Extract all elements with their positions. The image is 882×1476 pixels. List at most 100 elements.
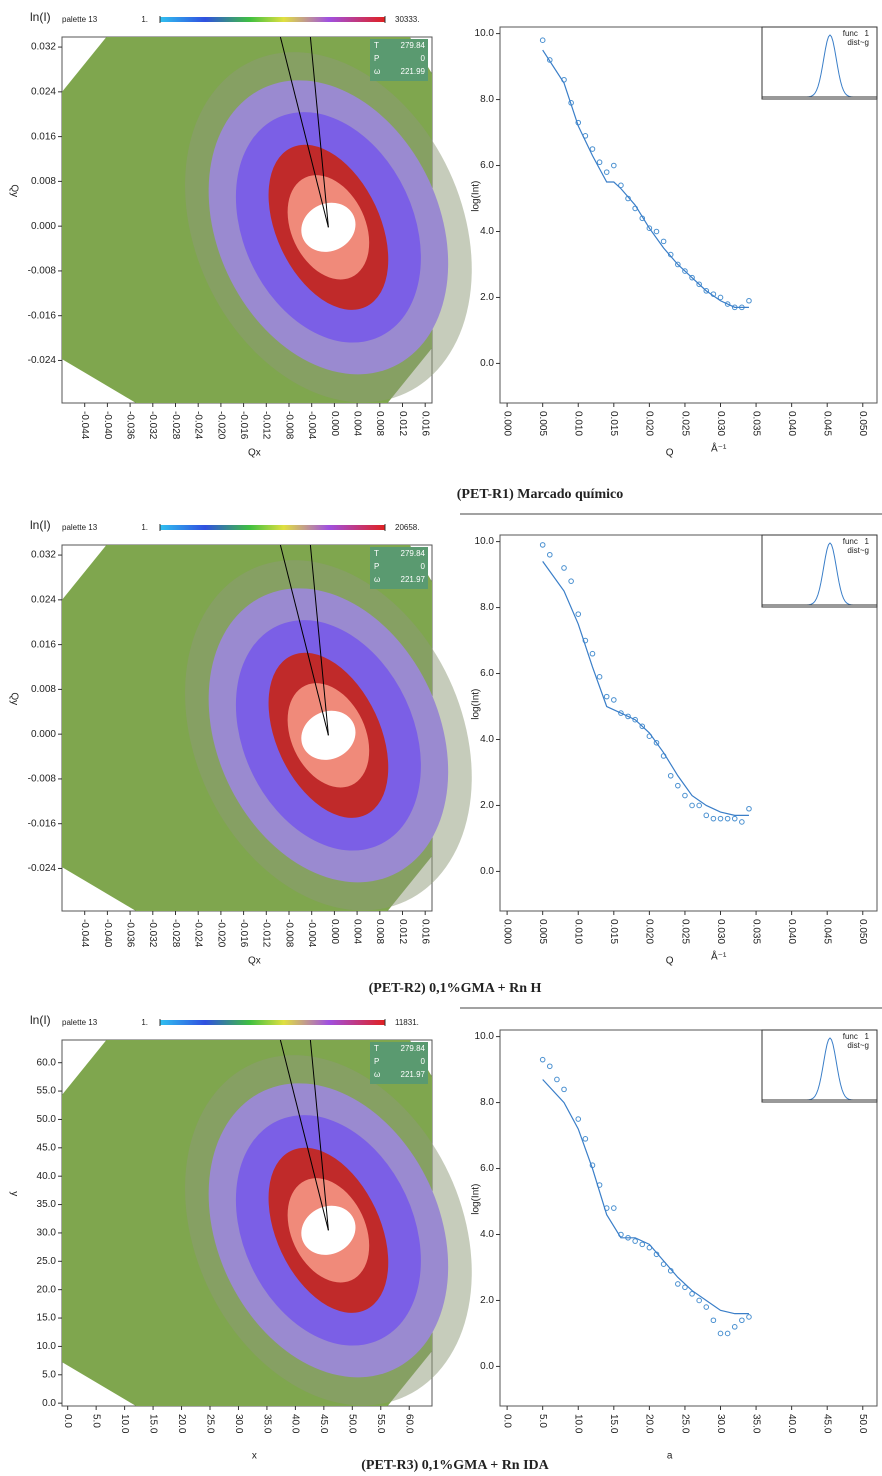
data-point [582,1136,589,1142]
y-tick-label: 10.0 [37,1341,57,1352]
data-point [717,1330,724,1337]
data-point [696,802,702,809]
y-tick-label: 4.0 [480,226,494,237]
y-tick-label: 6.0 [480,160,494,171]
x-tick-label: 0.045 [822,411,833,436]
data-point [546,57,553,63]
data-point [611,697,617,703]
x-tick-label: 0.016 [420,919,431,944]
x-tick-label: 0.000 [329,919,340,944]
x-tick-label: 0.008 [374,919,385,944]
fit-line [542,1079,749,1315]
info-value: 279.84 [401,41,426,50]
x-axis-label: Q [666,956,674,967]
info-label: T [374,41,379,50]
data-point [611,162,617,169]
x-tick-label: 0.000 [501,411,512,436]
y-tick-label: 45.0 [37,1142,57,1153]
intensity-profile: 0.0 5.0 10.0 15.0 20.0 25.0 30.0 35.0 40.0 45.0 50… [471,1029,878,1462]
x-tick-label: 35.0 [750,1414,761,1434]
y-tick-label: 0.0 [480,1361,494,1372]
data-point [739,1317,745,1324]
y-tick-label: 8.0 [480,602,494,613]
x-tick-label: -0.044 [79,919,90,948]
data-point [731,1324,738,1330]
info-value: 0 [421,562,426,571]
x-tick-label: 25.0 [679,1414,690,1434]
x-tick-label: 35.0 [261,1414,272,1434]
y-tick-label: 0.024 [31,86,56,97]
y-tick-label: 10.0 [475,536,495,547]
x-tick-label: -0.032 [147,919,158,948]
y-tick-label: 30.0 [37,1228,57,1239]
y-tick-label: 2.0 [480,292,494,303]
y-tick-label: 0.032 [31,550,56,561]
inset-frame [761,26,878,100]
x-tick-label: 0.0 [62,1414,73,1428]
heatmap-title: ln(I) [30,518,51,532]
y-tick-label: 0.0 [480,358,494,369]
data-point [696,281,702,288]
beam-line [309,1039,329,1231]
x-tick-label: 0.045 [822,919,833,944]
x-tick-label: 0.050 [857,919,868,944]
data-point [746,1314,752,1320]
x-tick-label: 45.0 [822,1414,833,1434]
y-tick-label: -0.016 [28,818,57,829]
data-point [546,1063,553,1070]
info-label: T [374,549,379,558]
x-tick-label: 0.000 [501,919,512,944]
beam-line [309,544,329,736]
info-value: 279.84 [401,1044,426,1053]
y-tick-label: 0.0 [480,866,494,877]
data-point [625,713,631,720]
data-point [724,1330,731,1337]
x-tick-label: 0.015 [608,411,619,436]
x-tick-label: 15.0 [147,1414,158,1434]
data-point [731,815,738,822]
x-tick-label: 30.0 [715,1414,726,1434]
x-tick-label: -0.024 [193,411,204,440]
x-tick-label: 0.030 [715,411,726,436]
info-label: ω [374,1070,380,1079]
data-point [611,1205,617,1211]
x-tick-label: 40.0 [290,1414,301,1434]
data-point [539,1056,546,1063]
colorbar [160,525,385,530]
x-tick-label: -0.028 [170,411,181,440]
data-point [703,812,710,819]
y-tick-label: 0.032 [31,42,56,53]
data-point [739,819,745,825]
info-value: 0 [421,1057,426,1066]
data-point [589,650,596,657]
info-value: 221.97 [401,1070,426,1079]
data-point [639,1241,646,1248]
x-axis-label: a [667,1451,673,1462]
x-tick-label: -0.008 [283,411,294,440]
data-point [682,792,688,799]
y-tick-label: 0.016 [31,639,56,650]
y-tick-label: 0.008 [31,684,56,695]
x-tick-label: 0.050 [857,411,868,436]
y-axis-label: log(Int) [471,1184,482,1215]
y-tick-label: 35.0 [37,1199,57,1210]
y-tick-label: 6.0 [480,1163,494,1174]
y-axis-label: Qy [8,184,19,197]
x-tick-label: -0.016 [238,919,249,948]
x-tick-label: 40.0 [786,1414,797,1434]
data-point [589,146,596,152]
y-axis-label: log(Int) [471,181,482,212]
x-tick-label: 0.030 [715,919,726,944]
beam-line [279,1039,329,1231]
inset-text: dist~g [847,1041,869,1050]
data-point [554,1076,560,1083]
y-tick-label: 0.000 [31,221,56,232]
info-value: 221.97 [401,575,426,584]
y-tick-label: 0.008 [31,176,56,187]
y-tick-label: 2.0 [480,800,494,811]
x-tick-label: -0.020 [215,919,226,948]
x-axis-label: Qx [248,956,261,967]
data-point [703,1304,710,1310]
y-tick-label: 8.0 [480,94,494,105]
y-tick-label: 0.0 [42,1398,56,1409]
